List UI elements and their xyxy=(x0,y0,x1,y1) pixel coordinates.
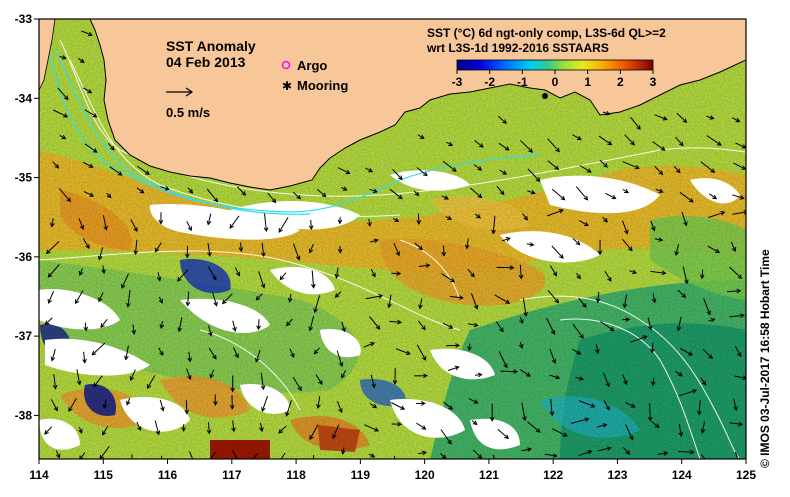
x-tick-label: 123 xyxy=(607,468,627,482)
x-tick-label: 115 xyxy=(94,468,114,482)
y-axis: -33 -34 -35 -36 -37 -38 xyxy=(15,12,39,422)
colorbar-title-line2: wrt L3S-1d 1992-2016 SSTAARS xyxy=(426,41,609,55)
current-vector xyxy=(314,455,315,467)
scale-label: 0.5 m/s xyxy=(166,105,210,120)
current-vector-head xyxy=(249,460,253,464)
argo-legend-label: Argo xyxy=(297,58,327,73)
current-vector-head xyxy=(237,461,241,465)
current-vector xyxy=(650,403,651,420)
current-vector-head xyxy=(160,462,164,466)
colorbar-title-line1: SST (°C) 6d ngt-only comp, L3S-6d QL>=2 xyxy=(427,26,666,40)
colorbar-tick-label: -3 xyxy=(452,75,463,89)
x-tick-label: 117 xyxy=(222,468,242,482)
colorbar-tick-label: -1 xyxy=(517,75,528,89)
y-tick-label: -36 xyxy=(15,250,33,264)
x-axis: 114 115 116 117 118 119 120 121 122 123 124 125 xyxy=(29,459,756,482)
x-tick-label: 119 xyxy=(351,468,371,482)
y-tick-label: -34 xyxy=(15,91,33,105)
colorbar-tick-label: 2 xyxy=(617,75,624,89)
y-tick-label: -33 xyxy=(15,12,33,26)
current-vector xyxy=(500,371,517,372)
colorbar-tick-label: 1 xyxy=(584,75,591,89)
current-vector-head xyxy=(275,463,279,467)
y-tick-label: -38 xyxy=(15,408,33,422)
mooring-location xyxy=(542,93,548,99)
current-vector-head xyxy=(207,460,211,464)
mooring-marker-icon: ✱ xyxy=(282,79,292,93)
colorbar-tick-label: 0 xyxy=(552,75,559,89)
y-tick-label: -35 xyxy=(15,171,33,185)
x-tick-label: 116 xyxy=(158,468,178,482)
colorbar-tick-label: 3 xyxy=(650,75,657,89)
current-vector-head xyxy=(131,467,135,471)
imos-credit: © IMOS 03-Jul-2017 16:58 Hobart Time xyxy=(758,249,772,468)
sst-field xyxy=(39,19,747,471)
x-tick-label: 120 xyxy=(415,468,435,482)
y-tick-label: -37 xyxy=(15,329,33,343)
x-tick-label: 121 xyxy=(479,468,499,482)
x-tick-label: 122 xyxy=(543,468,563,482)
current-vector-head xyxy=(191,460,195,464)
current-vector-head xyxy=(312,463,316,467)
colorbar xyxy=(457,60,653,70)
x-tick-label: 125 xyxy=(736,468,756,482)
colorbar-tick-label: -2 xyxy=(484,75,495,89)
mooring-legend-label: Mooring xyxy=(297,78,348,93)
map-title: SST Anomaly xyxy=(166,38,256,54)
x-tick-label: 114 xyxy=(29,468,49,482)
current-vector-head xyxy=(709,463,713,467)
x-tick-label: 118 xyxy=(286,468,306,482)
x-tick-label: 124 xyxy=(672,468,692,482)
current-vector xyxy=(186,400,187,413)
map-date: 04 Feb 2013 xyxy=(166,54,246,70)
